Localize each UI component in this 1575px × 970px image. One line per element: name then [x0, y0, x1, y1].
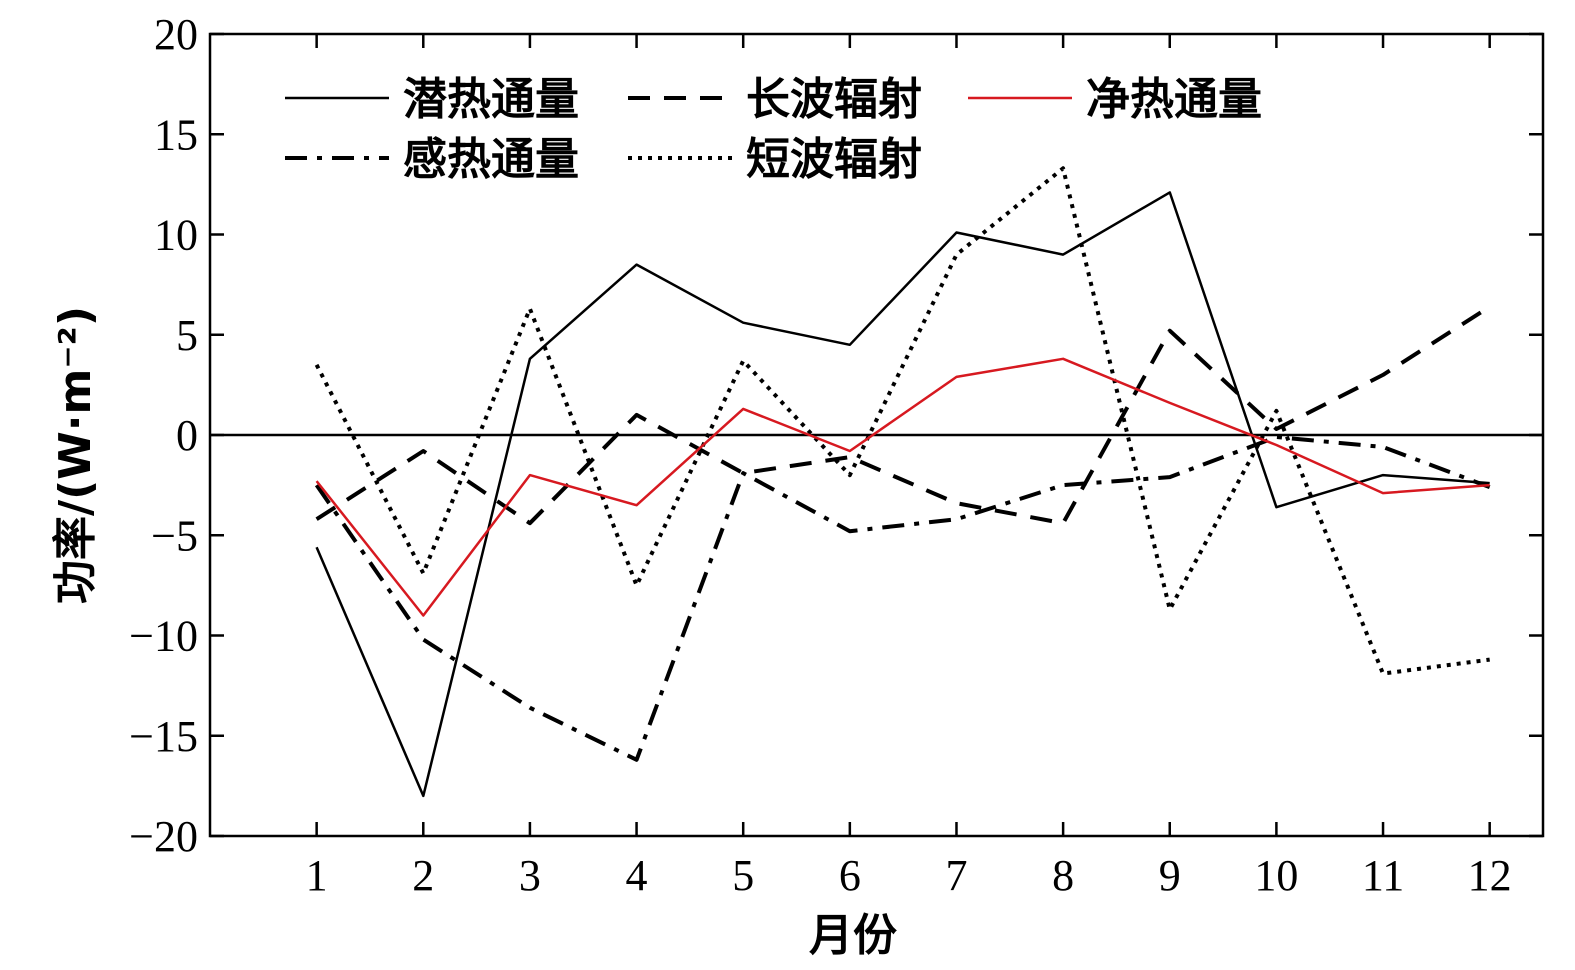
- y-tick-label: −15: [129, 712, 198, 761]
- x-tick-label: 1: [306, 851, 328, 900]
- x-axis-title: 月份: [809, 910, 897, 961]
- series-line-3: [315, 357, 1490, 617]
- series-line-4: [314, 435, 1491, 762]
- legend-label-2: 长波辐射: [746, 74, 922, 125]
- series-line-1: [315, 191, 1490, 798]
- y-axis: 20 15 10 5 0 −5 −10 −15 −20: [129, 10, 1543, 861]
- y-tick-label: 5: [176, 311, 198, 360]
- y-tick-label: −5: [151, 511, 198, 560]
- x-tick-label: 2: [412, 851, 434, 900]
- x-tick-label: 3: [519, 851, 541, 900]
- y-tick-label: −20: [129, 812, 198, 861]
- x-tick-label: 4: [626, 851, 648, 900]
- y-axis-title: 功率/(W·m⁻²): [50, 306, 101, 604]
- x-tick-label: 7: [945, 851, 967, 900]
- y-tick-label: 20: [154, 10, 198, 59]
- legend-label-3: 净热通量: [1086, 74, 1262, 125]
- y-tick-label: 10: [154, 211, 198, 260]
- series-line-2: [315, 305, 1491, 526]
- y-tick-label: −10: [129, 612, 198, 661]
- legend-label-4: 感热通量: [403, 134, 579, 185]
- x-tick-label: 12: [1468, 851, 1512, 900]
- legend-label-1: 潜热通量: [403, 74, 579, 125]
- x-tick-label: 10: [1254, 851, 1298, 900]
- series-layer: [314, 166, 1491, 798]
- legend-label-5: 短波辐射: [746, 134, 922, 185]
- x-tick-label: 11: [1362, 851, 1404, 900]
- x-tick-label: 5: [732, 851, 754, 900]
- x-tick-label: 6: [839, 851, 861, 900]
- x-axis: 1 2 3 4 5 6 7 8 9 10 11 12: [306, 34, 1512, 900]
- x-tick-label: 8: [1052, 851, 1074, 900]
- x-tick-label: 9: [1159, 851, 1181, 900]
- y-tick-label: 0: [176, 411, 198, 460]
- series-line-5: [314, 166, 1490, 676]
- y-tick-label: 15: [154, 110, 198, 159]
